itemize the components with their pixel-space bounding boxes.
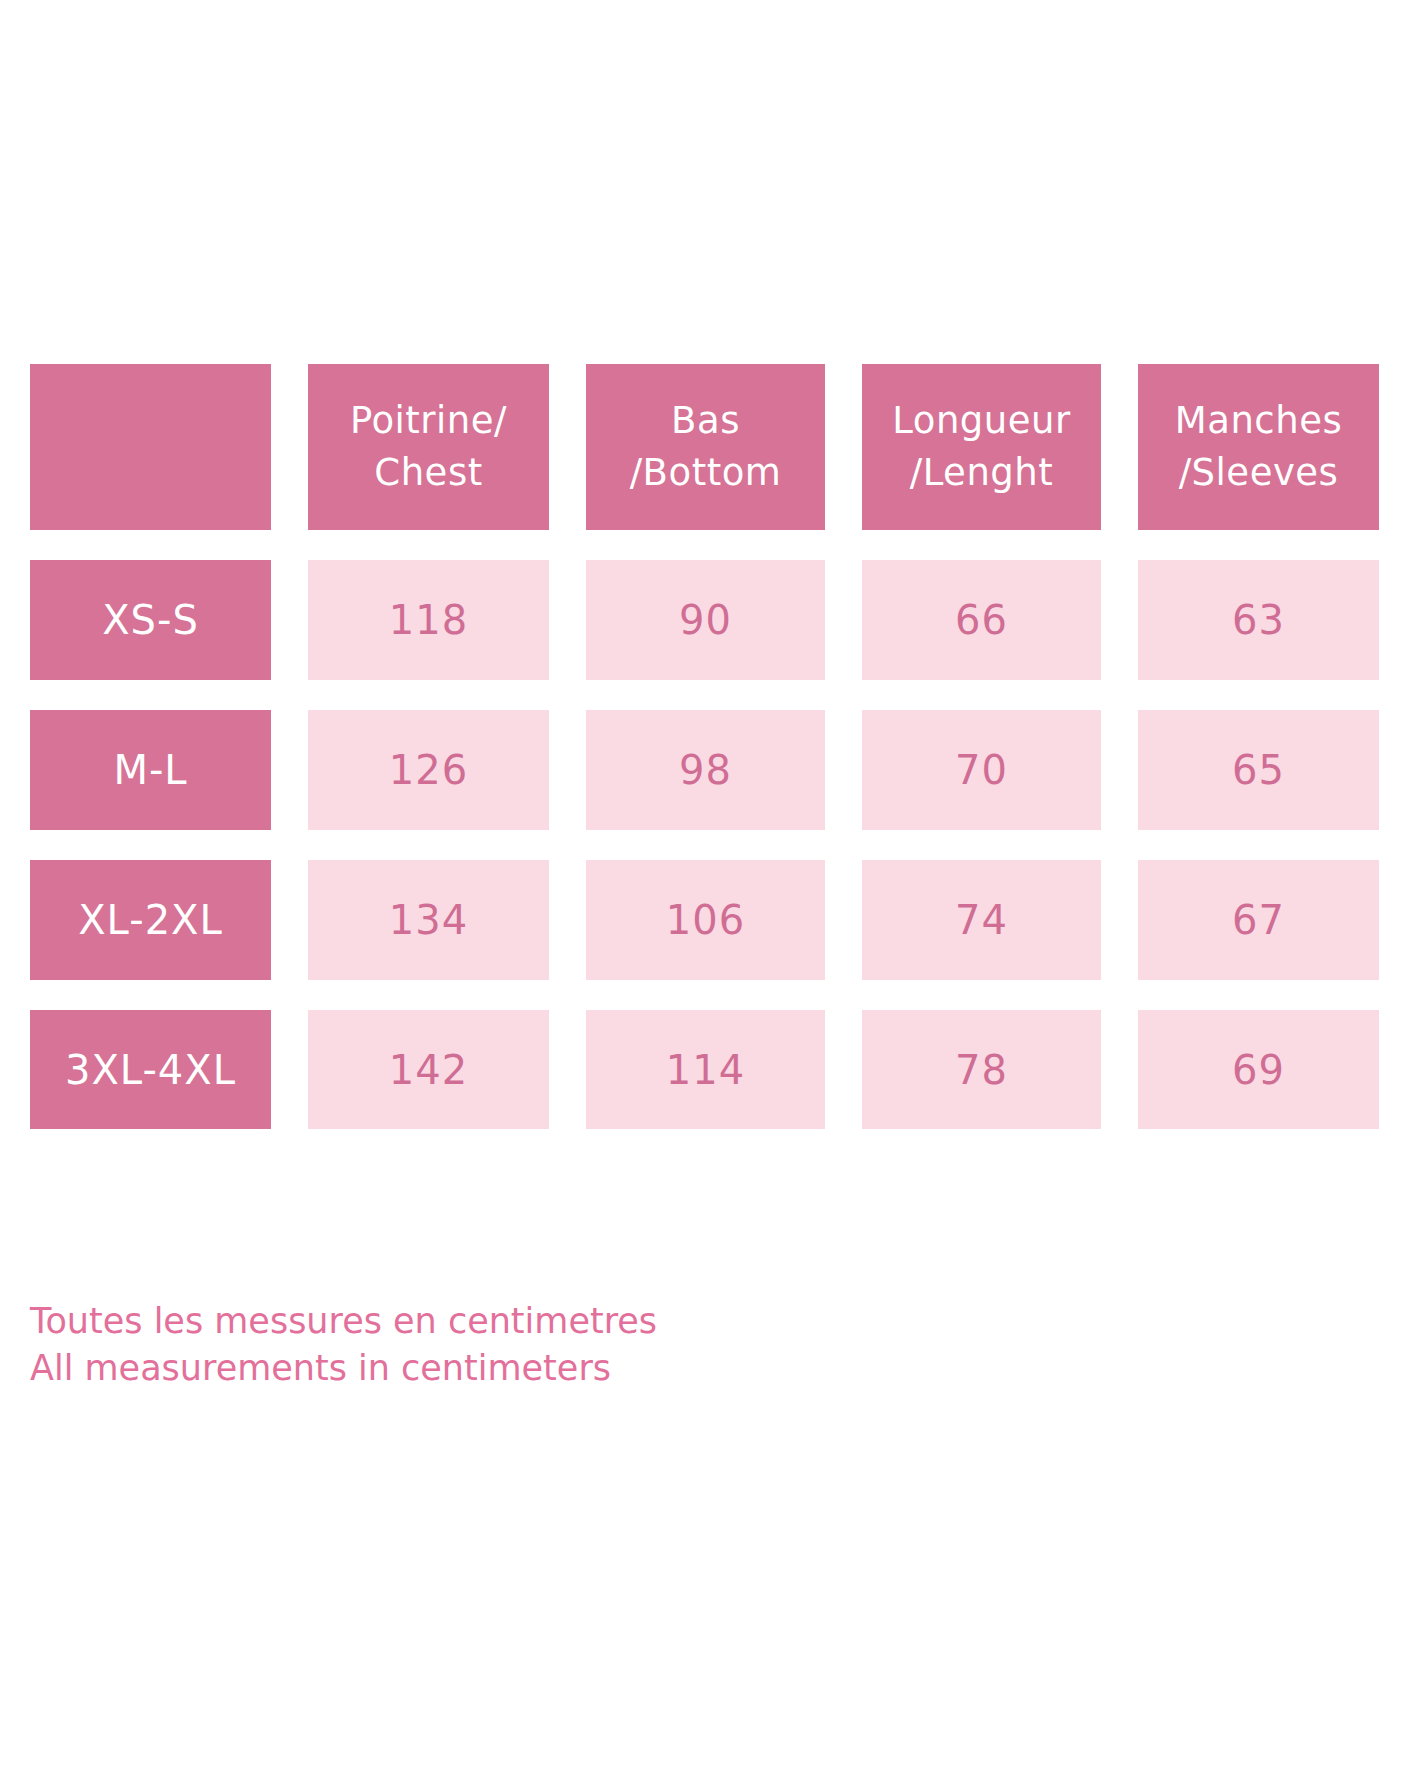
size-chart-page: Poitrine/ Chest Bas /Bottom Longueur /Le…: [0, 0, 1417, 1771]
cell-3xl-4xl-bottom: 114: [586, 1010, 825, 1129]
cell-m-l-bottom: 98: [586, 710, 825, 830]
cell-xl-2xl-chest: 134: [308, 860, 549, 980]
row-label-xs-s: XS-S: [30, 560, 271, 680]
cell-3xl-4xl-sleeves: 69: [1138, 1010, 1379, 1129]
column-header-bottom: Bas /Bottom: [586, 364, 825, 530]
table-corner-cell: [30, 364, 271, 530]
cell-m-l-sleeves: 65: [1138, 710, 1379, 830]
column-header-sleeves: Manches /Sleeves: [1138, 364, 1379, 530]
note-line-english: All measurements in centimeters: [30, 1345, 657, 1392]
cell-xl-2xl-sleeves: 67: [1138, 860, 1379, 980]
cell-xl-2xl-bottom: 106: [586, 860, 825, 980]
cell-xs-s-sleeves: 63: [1138, 560, 1379, 680]
note-line-french: Toutes les messures en centimetres: [30, 1298, 657, 1345]
cell-m-l-length: 70: [862, 710, 1101, 830]
column-header-length: Longueur /Lenght: [862, 364, 1101, 530]
measurement-notes: Toutes les messures en centimetres All m…: [30, 1298, 657, 1392]
row-label-xl-2xl: XL-2XL: [30, 860, 271, 980]
column-header-chest: Poitrine/ Chest: [308, 364, 549, 530]
cell-3xl-4xl-chest: 142: [308, 1010, 549, 1129]
row-label-3xl-4xl: 3XL-4XL: [30, 1010, 271, 1129]
cell-xl-2xl-length: 74: [862, 860, 1101, 980]
cell-xs-s-bottom: 90: [586, 560, 825, 680]
row-label-m-l: M-L: [30, 710, 271, 830]
cell-xs-s-chest: 118: [308, 560, 549, 680]
cell-3xl-4xl-length: 78: [862, 1010, 1101, 1129]
size-chart-table: Poitrine/ Chest Bas /Bottom Longueur /Le…: [30, 364, 1379, 1129]
cell-xs-s-length: 66: [862, 560, 1101, 680]
cell-m-l-chest: 126: [308, 710, 549, 830]
